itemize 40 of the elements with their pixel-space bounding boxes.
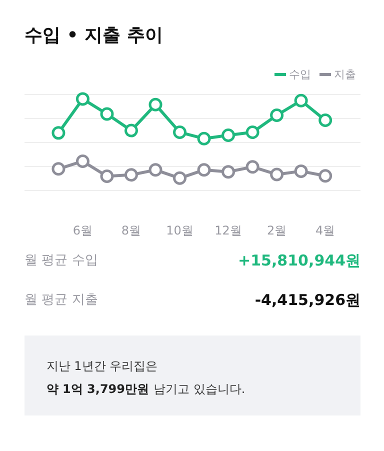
text: 월 평균 수입	[24, 252, 98, 268]
point	[76, 92, 90, 106]
point	[173, 126, 187, 140]
point	[76, 154, 90, 168]
chart-title: 수입 • 지출 추이	[24, 25, 163, 46]
x-tick-label: 2월	[266, 224, 287, 238]
point	[294, 94, 308, 108]
legend-label: 수입	[289, 66, 311, 82]
point	[270, 168, 284, 182]
point	[318, 114, 332, 128]
point	[100, 107, 114, 121]
text: 남기고 있습니다.	[154, 382, 246, 396]
point	[52, 162, 66, 176]
x-tick-label: 6월	[72, 224, 93, 238]
text: -4,415,926원	[254, 290, 361, 309]
point	[294, 164, 308, 178]
point	[52, 126, 66, 140]
point	[222, 165, 236, 179]
point	[246, 126, 260, 140]
text: 약 1억 3,799만원	[46, 382, 150, 396]
point	[246, 160, 260, 174]
x-tick-label: 10월	[166, 224, 194, 238]
x-tick-label: 12월	[214, 224, 242, 238]
point	[124, 168, 138, 182]
point	[222, 128, 236, 142]
text: 월 평균 지출	[24, 292, 98, 308]
x-tick-label: 8월	[121, 224, 142, 238]
legend-label: 지출	[334, 66, 356, 82]
x-tick-label: 4월	[316, 224, 336, 238]
point	[197, 132, 211, 146]
point	[148, 98, 162, 112]
point	[270, 108, 284, 122]
point	[318, 169, 332, 183]
point	[148, 163, 162, 177]
text: +15,810,944원	[238, 251, 361, 270]
point	[173, 171, 187, 185]
point	[124, 124, 138, 138]
point	[100, 169, 114, 183]
point	[197, 163, 211, 177]
text: 지난 1년간 우리집은	[46, 358, 158, 373]
